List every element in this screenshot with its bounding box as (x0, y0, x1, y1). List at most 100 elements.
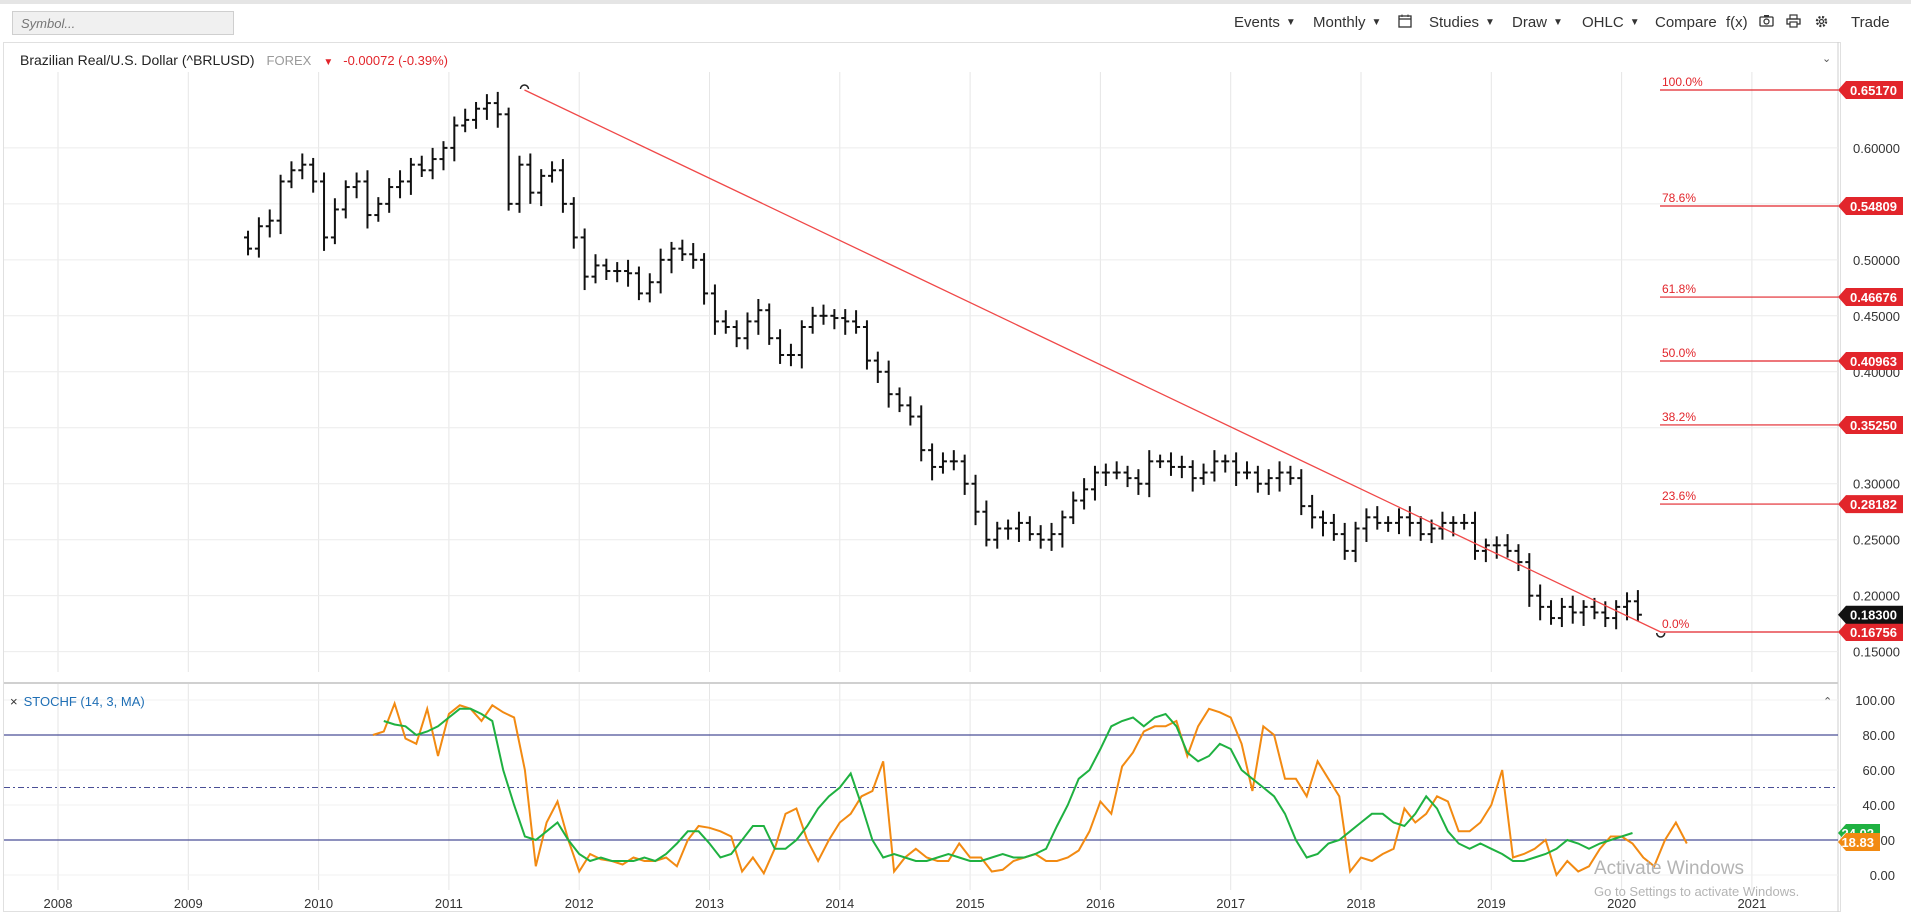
trend-line-handle[interactable] (519, 84, 530, 90)
ohlc-bar[interactable] (862, 320, 871, 370)
ohlc-bar[interactable] (1123, 465, 1132, 488)
interval-dropdown[interactable]: Monthly ▼ (1313, 14, 1381, 31)
studies-dropdown[interactable]: Studies ▼ (1429, 14, 1495, 31)
ohlc-bar[interactable] (602, 258, 611, 280)
ohlc-bar[interactable] (1058, 510, 1067, 548)
ohlc-bar[interactable] (1329, 513, 1338, 541)
ohlc-bar[interactable] (1199, 463, 1208, 485)
ohlc-bar[interactable] (613, 262, 622, 283)
ohlc-bar[interactable] (580, 228, 589, 291)
ohlc-bar[interactable] (1308, 494, 1317, 529)
events-dropdown[interactable]: Events ▼ (1234, 14, 1296, 31)
ohlc-bar[interactable] (385, 178, 394, 213)
ohlc-bar[interactable] (906, 396, 915, 426)
ohlc-bar[interactable] (1481, 538, 1490, 563)
ohlc-bar[interactable] (1221, 454, 1230, 473)
ohlc-bar[interactable] (298, 153, 307, 180)
ohlc-bar[interactable] (808, 306, 817, 334)
ohlc-bar[interactable] (569, 197, 578, 249)
trend-line[interactable] (524, 89, 1661, 633)
ohlc-bar[interactable] (1547, 600, 1556, 625)
ohlc-bar[interactable] (1471, 511, 1480, 560)
ohlc-bar[interactable] (982, 500, 991, 547)
ohlc-bar[interactable] (1503, 534, 1512, 558)
ohlc-bar[interactable] (1297, 469, 1306, 516)
ohlc-bar[interactable] (1101, 463, 1110, 486)
ohlc-bar[interactable] (1286, 465, 1295, 485)
ohlc-bar[interactable] (1514, 544, 1523, 572)
ohlc-bar[interactable] (1536, 584, 1545, 621)
gear-icon[interactable] (1814, 14, 1832, 32)
ohlc-bar[interactable] (1373, 506, 1382, 530)
trend-line-handle[interactable] (1655, 632, 1666, 638)
ohlc-bar[interactable] (689, 243, 698, 269)
ohlc-bar[interactable] (493, 91, 502, 128)
ohlc-bar[interactable] (776, 329, 785, 364)
ohlc-bar[interactable] (1557, 597, 1566, 628)
ohlc-bar[interactable] (786, 343, 795, 367)
ohlc-bar[interactable] (1384, 516, 1393, 532)
ohlc-bar[interactable] (1405, 506, 1414, 537)
ohlc-bar[interactable] (461, 108, 470, 133)
ohlc-bar[interactable] (721, 310, 730, 334)
ohlc-bar[interactable] (417, 155, 426, 177)
ohlc-bar[interactable] (1492, 536, 1501, 559)
ohlc-bar[interactable] (700, 253, 709, 305)
ohlc-bar[interactable] (472, 101, 481, 129)
ohlc-bar[interactable] (960, 454, 969, 495)
ohlc-bar[interactable] (504, 107, 513, 211)
ohlc-bar[interactable] (949, 450, 958, 471)
ohlc-bar[interactable] (1525, 553, 1534, 607)
chevron-down-icon[interactable]: ⌄ (1822, 53, 1832, 65)
ohlc-bar[interactable] (1633, 590, 1642, 622)
ohlc-bar[interactable] (873, 351, 882, 383)
ohlc-bar[interactable] (1242, 461, 1251, 480)
ohlc-bar[interactable] (938, 452, 947, 474)
ohlc-bar[interactable] (1145, 450, 1154, 498)
ohlc-bar[interactable] (428, 147, 437, 180)
ohlc-bar[interactable] (1351, 521, 1360, 563)
ohlc-bar[interactable] (406, 157, 415, 195)
draw-dropdown[interactable]: Draw ▼ (1512, 14, 1563, 31)
ohlc-bar[interactable] (330, 198, 339, 245)
ohlc-bar[interactable] (1210, 450, 1219, 482)
ohlc-bar[interactable] (1318, 510, 1327, 537)
ohlc-bar[interactable] (895, 387, 904, 413)
ohlc-bar[interactable] (320, 172, 329, 251)
ohlc-bar[interactable] (645, 273, 654, 303)
ohlc-bar[interactable] (754, 299, 763, 335)
close-icon[interactable]: × (10, 694, 18, 709)
ohlc-bar[interactable] (1025, 516, 1034, 541)
ohlc-bar[interactable] (884, 360, 893, 408)
ohlc-bar[interactable] (765, 303, 774, 345)
ohlc-bar[interactable] (548, 161, 557, 183)
ohlc-bar[interactable] (1166, 452, 1175, 476)
ohlc-bar[interactable] (1156, 454, 1165, 469)
ohlc-bar[interactable] (1612, 600, 1621, 630)
ohlc-bar[interactable] (1590, 597, 1599, 620)
camera-icon[interactable] (1759, 14, 1777, 32)
ohlc-bar[interactable] (591, 254, 600, 284)
ohlc-bar[interactable] (917, 405, 926, 462)
ohlc-bar[interactable] (341, 180, 350, 219)
ohlc-bar[interactable] (1080, 478, 1089, 510)
fx-button[interactable]: f(x) (1726, 14, 1748, 31)
ohlc-bar[interactable] (1340, 522, 1349, 560)
print-icon[interactable] (1786, 14, 1804, 32)
ohlc-bar[interactable] (1362, 508, 1371, 542)
ohlc-bar[interactable] (1427, 519, 1436, 544)
ohlc-bar[interactable] (1188, 460, 1197, 492)
ohlc-bar[interactable] (928, 443, 937, 481)
ohlc-bar[interactable] (1579, 600, 1588, 626)
calendar-icon[interactable] (1398, 14, 1416, 32)
ohlc-bar[interactable] (1460, 513, 1469, 530)
ohlc-bar[interactable] (1004, 519, 1013, 540)
ohlc-bar[interactable] (309, 157, 318, 193)
ohlc-bar[interactable] (1036, 525, 1045, 549)
ohlc-bar[interactable] (656, 248, 665, 294)
ohlc-bar[interactable] (558, 159, 567, 213)
ohlc-bar[interactable] (526, 153, 535, 204)
ohlc-bar[interactable] (1177, 455, 1186, 479)
ohlc-bar[interactable] (439, 141, 448, 171)
